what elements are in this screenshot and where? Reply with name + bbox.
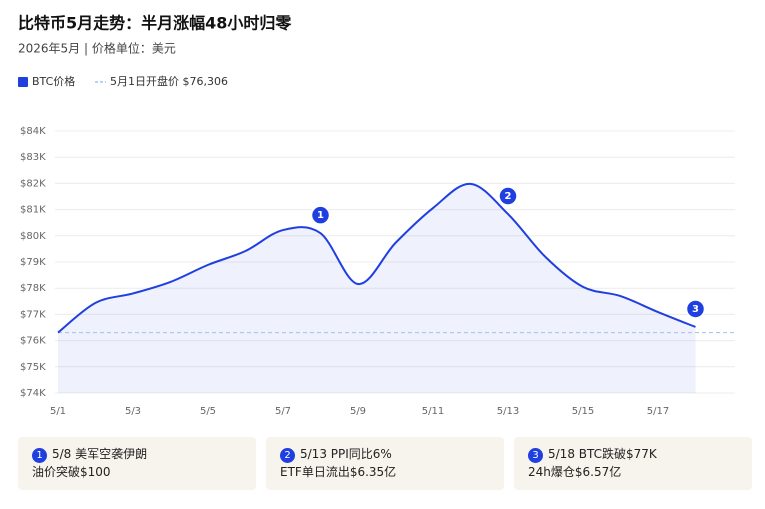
- legend-swatch: [18, 77, 28, 87]
- y-tick-label: $77K: [20, 309, 46, 320]
- x-tick-label: 5/3: [125, 406, 141, 417]
- card-number: 1: [32, 448, 47, 463]
- x-tick-label: 5/11: [422, 406, 444, 417]
- chart-subtitle: 2026年5月 | 价格单位：美元: [18, 41, 176, 56]
- annotation-card: 1 5/8 美军空袭伊朗油价突破$100: [18, 437, 256, 490]
- area: [58, 183, 696, 393]
- y-tick-label: $80K: [20, 231, 46, 242]
- y-tick-label: $82K: [20, 178, 46, 189]
- card-number: 3: [528, 448, 543, 463]
- card-detail: 24h爆仓$6.57亿: [528, 465, 622, 479]
- chart: 比特币5月走势：半月涨幅48小时归零 2026年5月 | 价格单位：美元 BTC…: [18, 14, 735, 417]
- legend-label: 5月1日开盘价 $76,306: [110, 74, 228, 88]
- x-tick-label: 5/7: [275, 406, 291, 417]
- card-title: 5/8 美军空袭伊朗: [52, 447, 148, 461]
- chart-title: 比特币5月走势：半月涨幅48小时归零: [18, 14, 292, 33]
- annotation-card: 3 5/18 BTC跌破$77K 24h爆仓$6.57亿: [514, 437, 752, 490]
- line: [57, 182, 696, 334]
- card-line: 1 5/8 美军空袭伊朗: [32, 445, 256, 463]
- card-line: 2 5/13 PPI同比6%: [280, 445, 504, 463]
- card-line: 3 5/18 BTC跌破$77K: [528, 445, 752, 463]
- annotation-marker: 1: [310, 205, 331, 225]
- card-title: 5/13 PPI同比6%: [300, 447, 392, 461]
- x-tick-label: 5/13: [497, 406, 519, 417]
- annotation-marker: 2: [498, 186, 518, 206]
- y-tick-label: $78K: [20, 283, 46, 294]
- x-tick-label: 5/5: [200, 406, 216, 417]
- y-tick-label: $75K: [20, 362, 46, 373]
- annotation-badge: [498, 186, 518, 206]
- annotation-marker: 3: [685, 299, 706, 319]
- x-tick-label: 5/9: [350, 406, 366, 417]
- y-tick-label: $76K: [20, 336, 46, 347]
- x-tick-label: 5/17: [647, 406, 669, 417]
- annotation-number: 2: [505, 191, 512, 202]
- card-detail: 油价突破$100: [32, 465, 111, 479]
- annotation-badge: [685, 299, 706, 319]
- card-number: 2: [280, 448, 295, 463]
- annotation-number: 3: [692, 304, 699, 315]
- annotation-number: 1: [317, 210, 324, 221]
- card-title: 5/18 BTC跌破$77K: [548, 447, 657, 461]
- x-tick-label: 5/1: [50, 406, 66, 417]
- y-tick-label: $81K: [20, 205, 46, 216]
- annotation-badge: [310, 205, 331, 225]
- y-tick-label: $79K: [20, 257, 46, 268]
- y-tick-label: $84K: [20, 126, 46, 137]
- x-tick-label: 5/15: [572, 406, 594, 417]
- y-tick-label: $83K: [20, 152, 46, 163]
- annotation-card: 2 5/13 PPI同比6% ETF单日流出$6.35亿: [266, 437, 504, 490]
- card-detail: ETF单日流出$6.35亿: [280, 465, 397, 479]
- legend-label: BTC价格: [32, 74, 75, 88]
- y-tick-label: $74K: [20, 388, 46, 399]
